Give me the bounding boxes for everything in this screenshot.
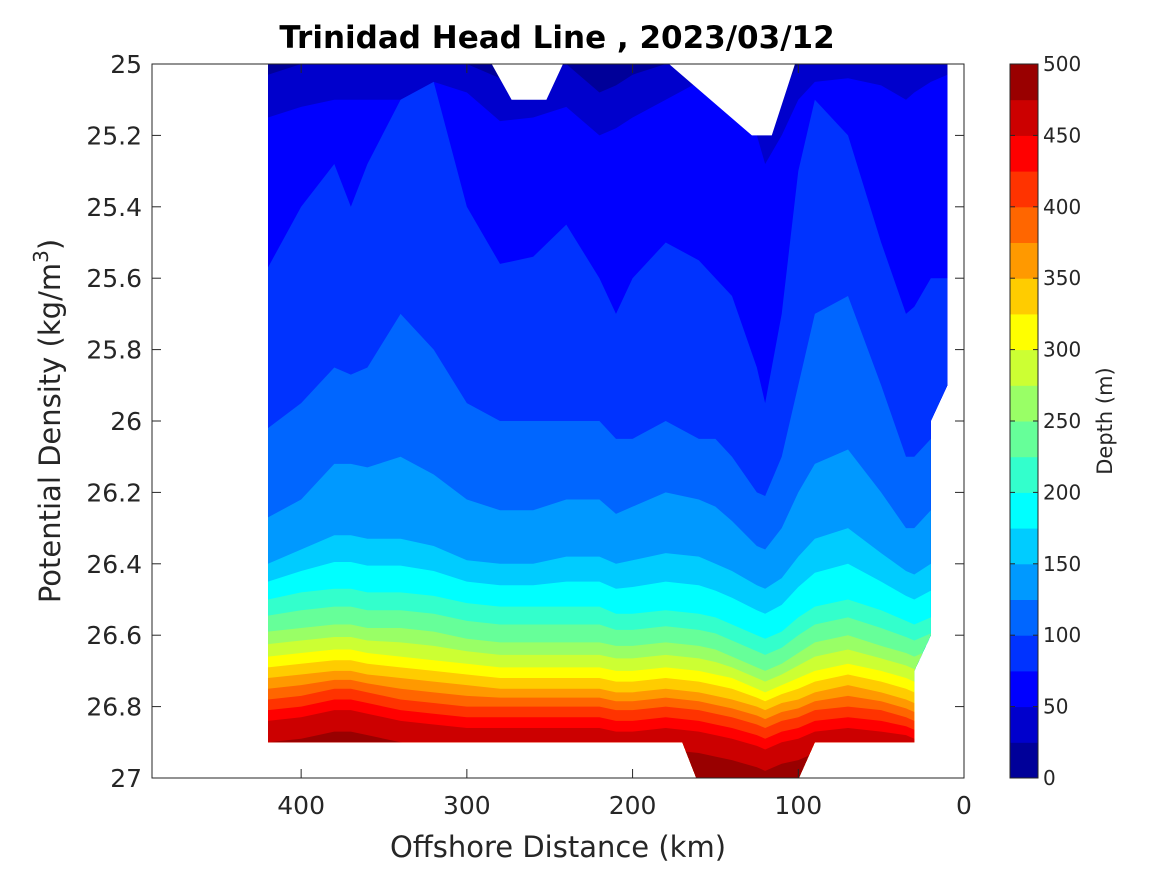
y-tick-label: 25.4 xyxy=(86,193,142,222)
y-axis-label-end: ) xyxy=(33,239,67,250)
colorbar: 0 50 100 150 200 250 300 350 400 450 500 xyxy=(1009,52,1081,790)
x-tick-label: 0 xyxy=(956,791,972,820)
colorbar-tick-label: 0 xyxy=(1043,766,1056,790)
colorbar-segment xyxy=(1010,492,1038,529)
colorbar-label: Depth (m) xyxy=(1093,367,1117,474)
colorbar-tick-label: 100 xyxy=(1043,623,1081,647)
y-tick-label: 26.2 xyxy=(86,478,142,507)
colorbar-segment xyxy=(1010,135,1038,172)
colorbar-segment xyxy=(1010,742,1038,779)
colorbar-tick-label: 250 xyxy=(1043,409,1081,433)
y-axis-label-superscript: 3 xyxy=(29,250,53,263)
y-tick-label: 26.8 xyxy=(86,693,142,722)
colorbar-segment xyxy=(1010,206,1038,243)
y-tick-label: 26 xyxy=(110,407,142,436)
y-tick-label: 25.6 xyxy=(86,264,142,293)
colorbar-segment xyxy=(1010,563,1038,600)
colorbar-segment xyxy=(1010,670,1038,708)
axis-ticks xyxy=(152,63,965,779)
colorbar-tick-label: 300 xyxy=(1043,338,1081,362)
colorbar-tick-label: 150 xyxy=(1043,552,1081,576)
colorbar-segment xyxy=(1010,706,1038,743)
colorbar-tick-label: 400 xyxy=(1043,195,1081,219)
y-tick-label: 26.6 xyxy=(86,621,142,650)
data-gap-mask xyxy=(491,64,795,136)
colorbar-tick-label: 350 xyxy=(1043,266,1081,290)
x-tick-labels: 400 300 200 100 0 xyxy=(277,791,972,820)
colorbar-segment xyxy=(1010,99,1038,136)
colorbar-segment xyxy=(1010,599,1038,636)
colorbar-segment xyxy=(1010,421,1038,458)
colorbar-segment xyxy=(1010,635,1038,672)
x-tick-label: 400 xyxy=(277,791,325,820)
y-axis-label-main: Potential Density (kg/m xyxy=(33,263,67,603)
chart-title: Trinidad Head Line , 2023/03/12 xyxy=(279,20,834,56)
y-tick-label: 25.8 xyxy=(86,336,142,365)
y-tick-label: 25.2 xyxy=(86,121,142,150)
plot-area xyxy=(151,63,965,779)
colorbar-segment xyxy=(1010,385,1038,422)
contour-fills xyxy=(268,64,948,778)
y-tick-labels: 25 25.2 25.4 25.6 25.8 26 26.2 26.4 26.6 26.8 27 xyxy=(86,50,142,793)
colorbar-segment xyxy=(1010,349,1038,386)
colorbar-tick-label: 50 xyxy=(1043,695,1068,719)
colorbar-segment xyxy=(1010,456,1038,493)
colorbar-tick-label: 500 xyxy=(1043,52,1081,76)
y-tick-label: 26.4 xyxy=(86,550,142,579)
colorbar-segment xyxy=(1010,313,1038,351)
y-tick-label: 27 xyxy=(110,764,142,793)
x-tick-label: 200 xyxy=(609,791,657,820)
x-tick-label: 300 xyxy=(443,791,491,820)
colorbar-segment xyxy=(1010,242,1038,279)
colorbar-tick-label: 450 xyxy=(1043,123,1081,147)
colorbar-tick-label: 200 xyxy=(1043,480,1081,504)
colorbar-segment xyxy=(1010,528,1038,565)
colorbar-segment xyxy=(1010,64,1038,101)
x-axis-label: Offshore Distance (km) xyxy=(390,830,726,864)
colorbar-segment xyxy=(1010,278,1038,315)
y-axis-label: Potential Density (kg/m3) xyxy=(29,239,67,603)
x-tick-label: 100 xyxy=(774,791,822,820)
colorbar-segment xyxy=(1010,171,1038,208)
y-tick-label: 25 xyxy=(110,50,142,79)
